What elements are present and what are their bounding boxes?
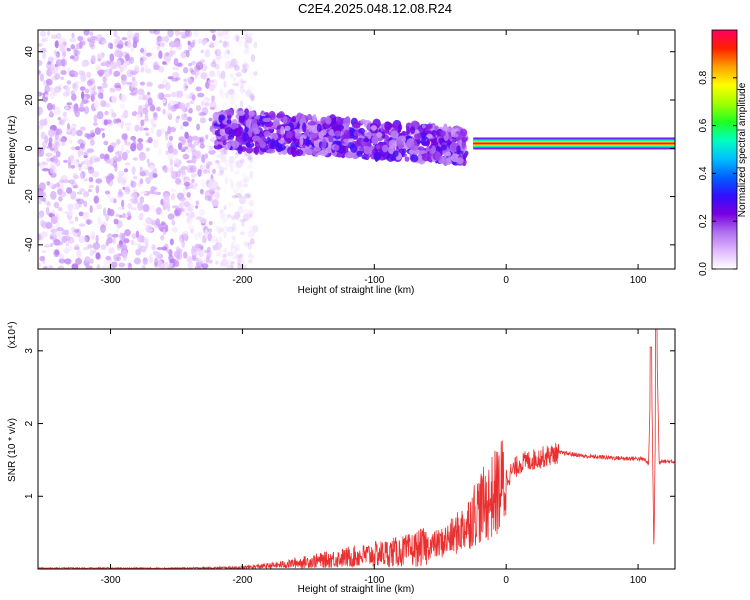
spectrogram-y-axis: -40 -20 0 20 40	[24, 46, 675, 252]
page-title: C2E4.2025.048.12.08.R24	[298, 1, 452, 16]
y-tick-label: 40	[24, 46, 35, 58]
snr-frame	[37, 328, 676, 570]
snr-y-axis: 1 2 3	[24, 348, 675, 499]
colorbar-axis: 0.0 0.2 0.4 0.6 0.8	[698, 70, 737, 276]
x-tick-label: 0	[503, 575, 509, 586]
y-tick-label: 2	[24, 420, 35, 426]
y-tick-label: 0	[24, 145, 35, 151]
colorbar-tick-label: 0.2	[698, 214, 709, 228]
x-tick-label: 100	[630, 275, 647, 286]
spectrogram-x-axis: -300 -200 -100 0 100	[101, 30, 647, 286]
x-tick-label: -100	[364, 275, 384, 286]
x-tick-label: -100	[364, 575, 384, 586]
snr-panel: -300 -200 -100 0 100 1 2 3 Height of straight …	[7, 321, 676, 595]
colorbar-tick-label: 0.4	[698, 166, 709, 180]
y-tick-label: -20	[24, 189, 35, 204]
x-tick-label: 100	[630, 575, 647, 586]
y-tick-label: 1	[24, 493, 35, 499]
colorbar-gradient	[711, 29, 738, 270]
y-tick-label: 20	[24, 94, 35, 106]
x-tick-label: 0	[503, 275, 509, 286]
spectrogram-frame	[37, 29, 676, 270]
snr-x-axis: -300 -200 -100 0 100	[101, 329, 647, 586]
snr-x-label: Height of straight line (km)	[298, 584, 415, 595]
spectrogram-x-label: Height of straight line (km)	[298, 285, 415, 296]
x-tick-label: -200	[232, 275, 252, 286]
colorbar-tick-label: 0.0	[698, 262, 709, 276]
spectrogram-image	[38, 30, 675, 269]
spectrogram-y-label: Frequency (Hz)	[7, 116, 18, 185]
snr-series-line	[38, 329, 675, 569]
x-tick-label: -300	[101, 575, 121, 586]
x-tick-label: -300	[101, 275, 121, 286]
snr-y-label: SNR (10 * v/v)	[7, 418, 18, 482]
y-tick-label: 3	[24, 348, 35, 354]
colorbar-tick-label: 0.8	[698, 70, 709, 84]
snr-multiplier-label: (x10⁴)	[7, 321, 18, 348]
colorbar: 0.0 0.2 0.4 0.6 0.8 Normalized spectral ampl…	[698, 29, 748, 276]
y-tick-label: -40	[24, 237, 35, 252]
colorbar-label: Normalized spectral amplitude	[737, 82, 748, 217]
x-tick-label: -200	[232, 575, 252, 586]
colorbar-tick-label: 0.6	[698, 118, 709, 132]
